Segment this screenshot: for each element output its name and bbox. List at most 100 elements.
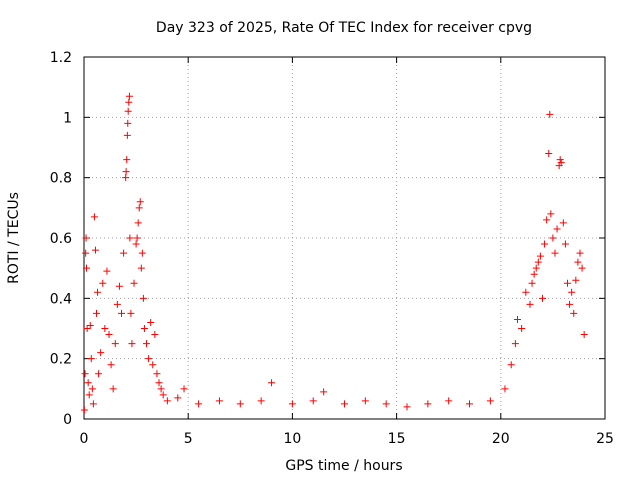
data-point [541,240,549,248]
data-point [87,355,95,363]
data-point [528,279,536,287]
y-tick-label: 0 [63,412,72,428]
data-point [133,234,141,242]
data-point [511,340,519,348]
y-tick-label: 0.4 [50,291,72,307]
data-point [215,397,223,405]
data-point [132,240,140,248]
data-point [551,249,559,257]
data-point [147,318,155,326]
data-point [151,331,159,339]
data-point [125,98,133,106]
data-point [566,300,574,308]
tick-layer: 0 5 10 15 20 25 0 0.2 0.4 0.6 0.8 1 1.2 [50,50,614,447]
data-point [361,397,369,405]
data-point [526,300,534,308]
data-point [82,249,90,257]
y-tick-label: 1.2 [50,50,72,66]
data-point [83,264,91,272]
data-point [382,400,390,408]
data-point [134,219,142,227]
data-point [136,198,144,206]
marks-layer [80,92,588,414]
data-point [547,210,555,218]
x-tick-label: 25 [596,431,614,447]
data-point [109,385,117,393]
data-point [545,150,553,158]
data-point [85,391,93,399]
data-point [101,325,109,332]
data-point [107,361,115,369]
data-point [80,406,88,414]
y-tick-label: 0.2 [50,352,72,368]
x-tick-label: 10 [283,431,301,447]
data-point [149,361,157,369]
data-point [536,252,544,260]
data-point [83,325,91,332]
data-point [466,400,474,408]
data-point [320,388,328,396]
data-point [236,400,244,408]
data-point [486,397,494,405]
data-point [125,92,133,100]
data-point [518,325,526,332]
data-point [89,400,97,408]
data-point [546,110,554,118]
data-point [122,168,130,176]
data-point [549,234,557,242]
y-tick-label: 1 [63,110,72,126]
y-axis-label: ROTI / TECUs [6,192,22,284]
data-point [538,294,546,302]
data-point [561,240,569,248]
x-tick-label: 15 [388,431,406,447]
data-point [126,234,134,242]
data-point [553,225,561,233]
data-point [124,119,132,127]
data-point [153,370,161,378]
data-point [139,294,147,302]
data-point [180,385,188,393]
data-point [174,394,182,402]
data-point [127,309,135,317]
x-tick-label: 5 [184,431,193,447]
x-axis-label: GPS time / hours [285,458,402,474]
data-point [268,379,276,387]
data-point [97,349,105,357]
data-point [120,249,128,257]
data-point [105,331,113,339]
data-point [90,213,98,221]
data-point [123,131,131,139]
data-point [568,288,576,296]
y-tick-label: 0.6 [50,231,72,247]
data-point [94,288,102,296]
data-point [556,156,564,164]
data-point [81,370,89,378]
data-point [563,279,571,287]
data-point [570,309,578,317]
data-point [424,400,432,408]
data-point [145,355,153,363]
data-point [88,385,96,393]
y-tick-label: 0.8 [50,171,72,187]
data-point [122,174,130,182]
data-point [543,216,551,224]
grid-layer [84,57,605,419]
data-point [111,340,119,348]
data-point [115,282,123,290]
chart-title: Day 323 of 2025, Rate Of TEC Index for r… [156,20,532,36]
data-point [309,397,317,405]
data-point [559,219,567,227]
data-point [445,397,453,405]
data-point [530,270,538,278]
data-point [257,397,265,405]
data-point [403,403,411,411]
data-point [124,107,132,115]
data-point [140,325,148,332]
data-point [157,385,165,393]
data-point [574,258,582,266]
data-point [159,391,167,399]
data-point [118,309,126,317]
data-point [522,288,530,296]
data-point [507,361,515,369]
